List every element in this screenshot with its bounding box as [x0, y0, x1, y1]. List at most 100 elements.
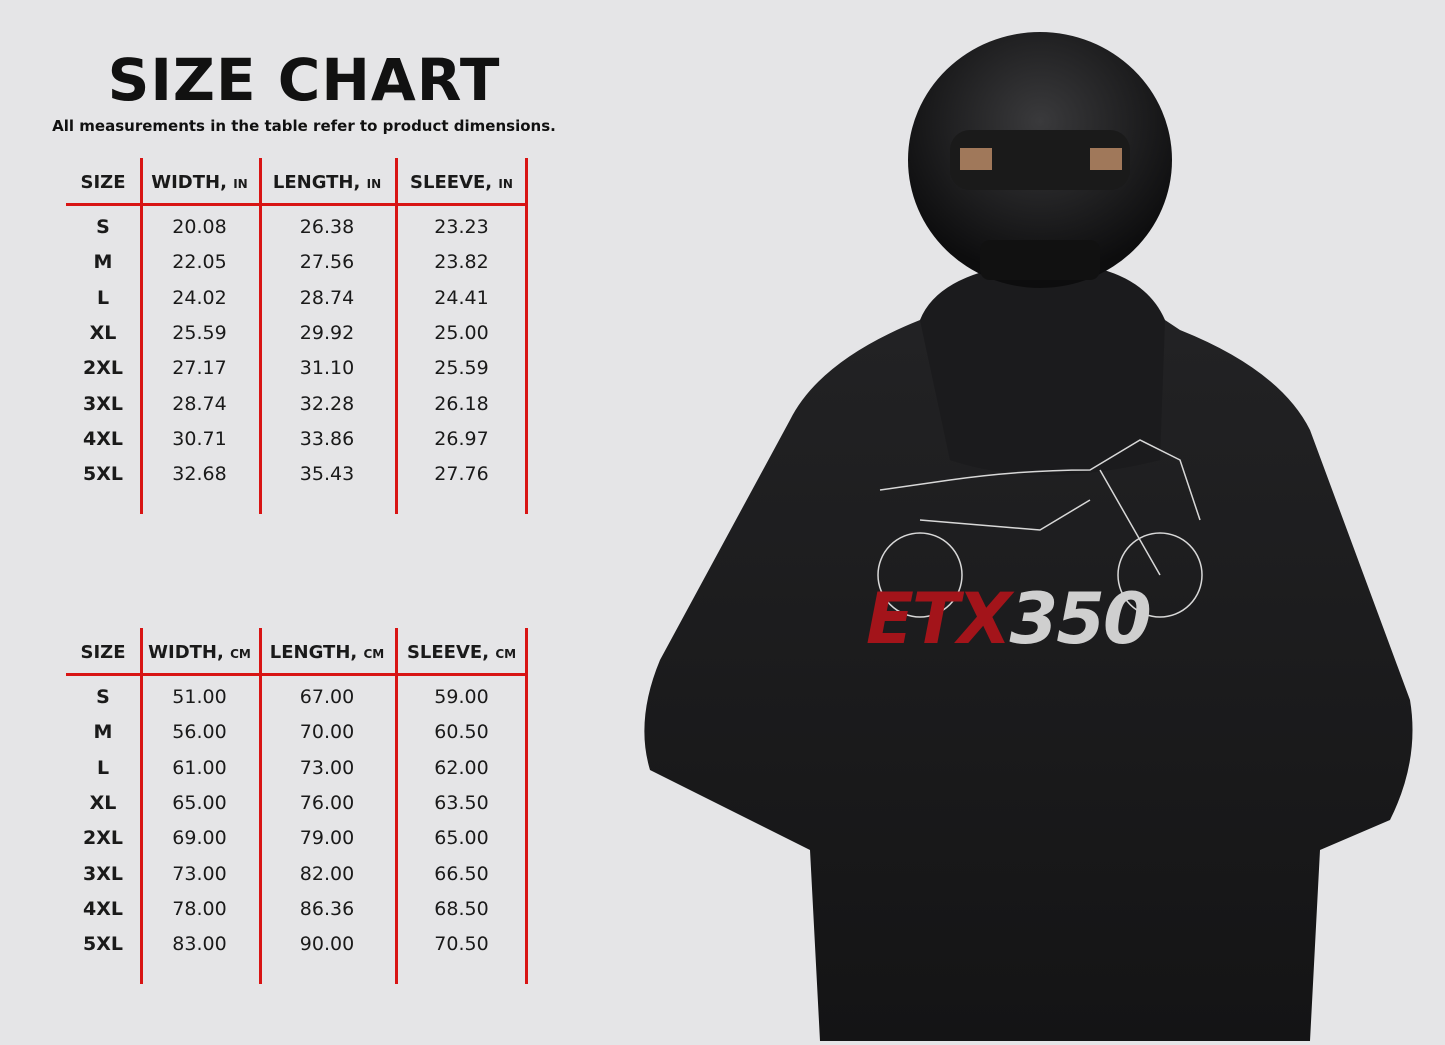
measurement-cell: 35.43 — [299, 463, 355, 486]
measurement-cell: 32.28 — [299, 392, 355, 415]
measurement-cell: 70.00 — [299, 721, 355, 744]
page-title: SIZE CHART — [107, 46, 501, 114]
header-unit: CM — [230, 647, 251, 661]
measurement-cell: 90.00 — [299, 933, 355, 956]
size-label: 2XL — [83, 357, 123, 380]
column-divider — [525, 628, 528, 984]
size-label: M — [93, 251, 113, 274]
column-header: SIZE — [66, 642, 140, 663]
measurement-cell: 32.68 — [172, 463, 227, 486]
column-divider — [525, 158, 528, 514]
column-header: SIZE — [66, 172, 140, 193]
header-label: SLEEVE, — [410, 172, 493, 193]
size-label: L — [96, 756, 110, 779]
measurement-cell: 25.59 — [172, 321, 227, 344]
column-header: WIDTH, CM — [140, 642, 259, 663]
column-divider — [395, 628, 398, 984]
column-header: LENGTH, IN — [259, 172, 395, 193]
size-label: 5XL — [83, 933, 123, 956]
header-unit: IN — [366, 177, 382, 191]
measurement-cell: 65.00 — [434, 827, 489, 850]
table-row: M 56.00 70.00 60.50 — [66, 721, 528, 751]
table-row: 5XL 32.68 35.43 27.76 — [66, 463, 528, 493]
hood — [920, 262, 1165, 475]
size-label: 4XL — [83, 427, 123, 450]
column-header: LENGTH, CM — [259, 642, 395, 663]
table-row: S 20.08 26.38 23.23 — [66, 216, 528, 246]
header-divider — [66, 203, 528, 206]
measurement-cell: 25.00 — [434, 321, 489, 344]
measurement-cell: 59.00 — [434, 686, 489, 708]
header-unit: IN — [233, 177, 248, 191]
measurement-cell: 67.00 — [299, 686, 355, 708]
table-row: 3XL 28.74 32.28 26.18 — [66, 393, 528, 423]
header-label: LENGTH, — [269, 642, 358, 663]
measurement-cell: 68.50 — [434, 897, 489, 920]
table-row: 3XL 73.00 82.00 66.50 — [66, 863, 528, 893]
hoodie-model-illustration — [644, 32, 1413, 1041]
column-divider — [395, 158, 398, 514]
header-divider — [66, 673, 528, 676]
table-row: M 22.05 27.56 23.82 — [66, 251, 528, 281]
measurement-cell: 26.97 — [434, 427, 489, 450]
measurement-cell: 26.38 — [299, 216, 355, 238]
measurement-cell: 27.17 — [172, 357, 227, 380]
measurement-cell: 63.50 — [434, 791, 489, 814]
measurement-cell: 22.05 — [172, 251, 227, 274]
size-label: M — [93, 721, 113, 744]
header-label: WIDTH, — [148, 642, 224, 663]
size-label: 3XL — [83, 392, 123, 415]
size-label: 5XL — [83, 463, 123, 486]
measurement-cell: 62.00 — [434, 756, 489, 779]
measurement-cell: 24.02 — [172, 286, 227, 309]
page-subtitle: All measurements in the table refer to p… — [52, 117, 556, 135]
table-row: 4XL 30.71 33.86 26.97 — [66, 428, 528, 458]
size-label: S — [96, 686, 110, 708]
measurement-cell: 65.00 — [172, 791, 227, 814]
size-table-cm: SIZE WIDTH, CM LENGTH, CM SLEEVE, CM S 51.00 6… — [66, 628, 528, 984]
table-row: 2XL 69.00 79.00 65.00 — [66, 827, 528, 857]
measurement-cell: 73.00 — [172, 862, 227, 885]
size-label: XL — [89, 791, 117, 814]
header-unit: CM — [363, 647, 385, 661]
column-divider — [259, 158, 262, 514]
measurement-cell: 83.00 — [172, 933, 227, 956]
measurement-cell: 51.00 — [172, 686, 227, 708]
size-label: 3XL — [83, 862, 123, 885]
table-row: S 51.00 67.00 59.00 — [66, 686, 528, 716]
measurement-cell: 82.00 — [299, 862, 355, 885]
header-unit: CM — [495, 647, 517, 661]
measurement-cell: 27.76 — [434, 463, 489, 486]
measurement-cell: 33.86 — [299, 427, 355, 450]
table-row: L 24.02 28.74 24.41 — [66, 287, 528, 317]
measurement-cell: 27.56 — [299, 251, 355, 274]
measurement-cell: 61.00 — [172, 756, 227, 779]
measurement-cell: 20.08 — [172, 216, 227, 238]
measurement-cell: 69.00 — [172, 827, 227, 850]
measurement-cell: 23.23 — [434, 216, 489, 238]
header-label: WIDTH, — [151, 172, 227, 193]
size-label: L — [96, 286, 110, 309]
header-label: LENGTH, — [272, 172, 361, 193]
column-header: SLEEVE, CM — [395, 642, 528, 663]
measurement-cell: 31.10 — [299, 357, 355, 380]
size-label: XL — [89, 321, 117, 344]
header-label: SIZE — [80, 642, 126, 663]
table-row: 4XL 78.00 86.36 68.50 — [66, 898, 528, 928]
hoodie-body — [644, 275, 1413, 1041]
size-label: S — [96, 216, 110, 238]
table-row: XL 25.59 29.92 25.00 — [66, 322, 528, 352]
measurement-cell: 29.92 — [299, 321, 355, 344]
measurement-cell: 86.36 — [299, 897, 355, 920]
etx350-print: ETX350 — [866, 578, 1152, 660]
measurement-cell: 28.74 — [299, 286, 355, 309]
table-row: 2XL 27.17 31.10 25.59 — [66, 357, 528, 387]
measurement-cell: 26.18 — [434, 392, 489, 415]
model-hoodie-photo: ETX350 — [620, 0, 1445, 1041]
header-unit: IN — [498, 177, 513, 191]
measurement-cell: 78.00 — [172, 897, 227, 920]
table-row: 5XL 83.00 90.00 70.50 — [66, 933, 528, 963]
measurement-cell: 79.00 — [299, 827, 355, 850]
table-row: L 61.00 73.00 62.00 — [66, 757, 528, 787]
measurement-cell: 30.71 — [172, 427, 227, 450]
